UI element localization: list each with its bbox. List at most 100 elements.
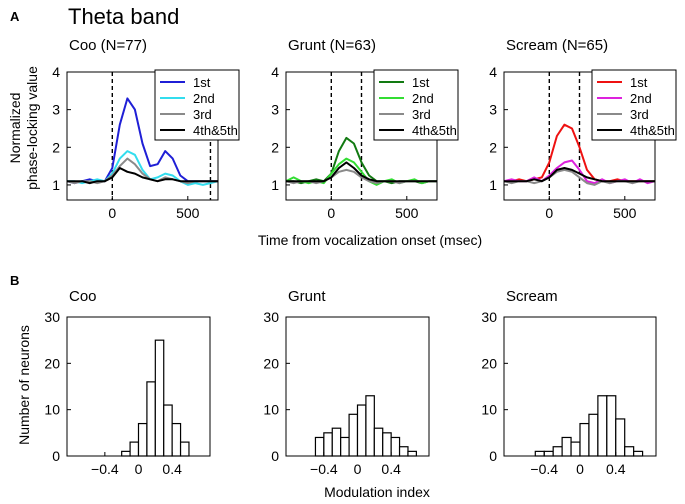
x-tick-label: −0.4 [91,461,119,477]
x-tick-label: 0 [135,461,143,477]
x-tick-label: 0 [545,205,553,221]
panel-a-xlabel: Time from vocalization onset (msec) [258,232,482,248]
histogram-bar [146,381,156,457]
legend-label: 3rd [630,107,649,122]
histogram-bar [552,446,563,457]
panel-a-ylabel-line1: Normalized [7,93,23,164]
y-tick-label: 4 [52,64,60,80]
y-tick-label: 4 [489,64,497,80]
histogram-bar [534,450,545,457]
histogram-bar [624,446,635,457]
histogram-bar [356,404,367,457]
histogram-bar [121,450,131,457]
legend-label: 4th&5th [193,123,238,138]
histogram-bar [390,436,401,457]
histogram-bar [154,339,165,457]
histogram-bar [597,395,608,457]
legend-label: 1st [193,75,211,90]
histogram-bar [129,441,140,457]
x-tick-label: 0 [576,461,584,477]
legend-label: 2nd [193,91,215,106]
y-tick-label: 20 [263,355,279,371]
histogram-bar [407,450,417,457]
x-tick-label: 0 [327,205,335,221]
x-tick-label: 0 [354,461,362,477]
legend-label: 3rd [193,107,212,122]
histogram-bar [543,450,554,457]
legend-label: 2nd [630,91,652,106]
x-tick-label: 0.4 [162,461,182,477]
y-tick-label: 2 [489,139,497,155]
histogram-bar [606,395,617,457]
histogram-bar [348,413,359,457]
legend-label: 1st [630,75,648,90]
y-tick-label: 30 [263,309,279,325]
series-line-4th&5th [286,161,437,183]
histogram-bar [382,432,392,457]
legend-label: 2nd [412,91,434,106]
panel-a-ylabel-line2: phase-locking value [24,66,40,190]
y-tick-label: 1 [489,177,497,193]
legend-label: 4th&5th [630,123,675,138]
histogram-bar [171,422,182,457]
histogram-bar [179,441,190,457]
y-tick-label: 1 [52,177,60,193]
x-tick-label: −0.4 [530,461,558,477]
histogram-bar [579,422,590,457]
histogram-bar [373,427,384,457]
y-tick-label: 0 [489,448,497,464]
x-tick-label: 500 [395,205,419,221]
y-tick-label: 20 [481,355,497,371]
panel-b-letter: B [10,273,19,288]
y-tick-label: 3 [489,102,497,118]
panel-a-letter: A [10,9,20,24]
y-tick-label: 30 [44,309,60,325]
chart-title: Coo (N=77) [69,37,147,54]
y-tick-label: 10 [481,402,497,418]
panel-b-ylabel: Number of neurons [16,325,32,445]
histogram-bar [340,436,350,457]
y-tick-label: 3 [52,102,60,118]
y-tick-label: 0 [52,448,60,464]
y-tick-label: 0 [271,448,279,464]
histogram-bar [633,450,644,457]
histogram-2: Grunt 0 10 20 30 −0.4 0 0.4 [263,288,430,477]
chart-title: Grunt (N=63) [288,37,376,54]
y-tick-label: 4 [271,64,279,80]
histogram-bar [561,436,572,457]
series-line-2nd [67,150,219,186]
y-tick-label: 1 [271,177,279,193]
x-tick-label: 0 [108,205,116,221]
legend-label: 1st [412,75,430,90]
histogram-bar [323,432,333,457]
histogram-1: Coo 0 10 20 30 −0.4 0 0.4 [44,288,211,477]
histogram-3: Scream 0 10 20 30 −0.4 0 0.4 [481,288,657,477]
chart-title: Scream (N=65) [506,37,608,54]
histogram-bar [570,441,581,457]
series-line-3rd [503,168,655,186]
chart-title: Coo [69,288,97,305]
y-tick-label: 2 [52,139,60,155]
panel-b-xlabel: Modulation index [324,484,430,500]
y-tick-label: 20 [44,355,60,371]
chart-title: Grunt [288,288,326,305]
y-tick-label: 10 [263,402,279,418]
histogram-bar [588,413,599,457]
legend-box [373,69,459,141]
chart-title: Scream [506,288,558,305]
series-line-4th&5th [504,167,655,183]
y-tick-label: 3 [271,102,279,118]
histogram-bar [615,418,626,457]
y-tick-label: 30 [481,309,497,325]
x-tick-label: 500 [613,205,637,221]
y-tick-label: 2 [271,139,279,155]
series-line-4th&5th [67,167,218,185]
histogram-bar [331,427,342,457]
